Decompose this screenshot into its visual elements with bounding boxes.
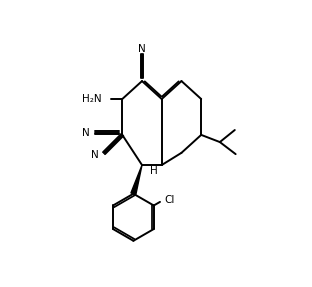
Text: N: N [91,150,99,160]
Text: H: H [150,166,158,176]
Polygon shape [131,165,142,195]
Text: Cl: Cl [164,195,174,205]
Text: N: N [138,44,146,54]
Text: N: N [82,128,90,137]
Text: H₂N: H₂N [82,94,101,104]
